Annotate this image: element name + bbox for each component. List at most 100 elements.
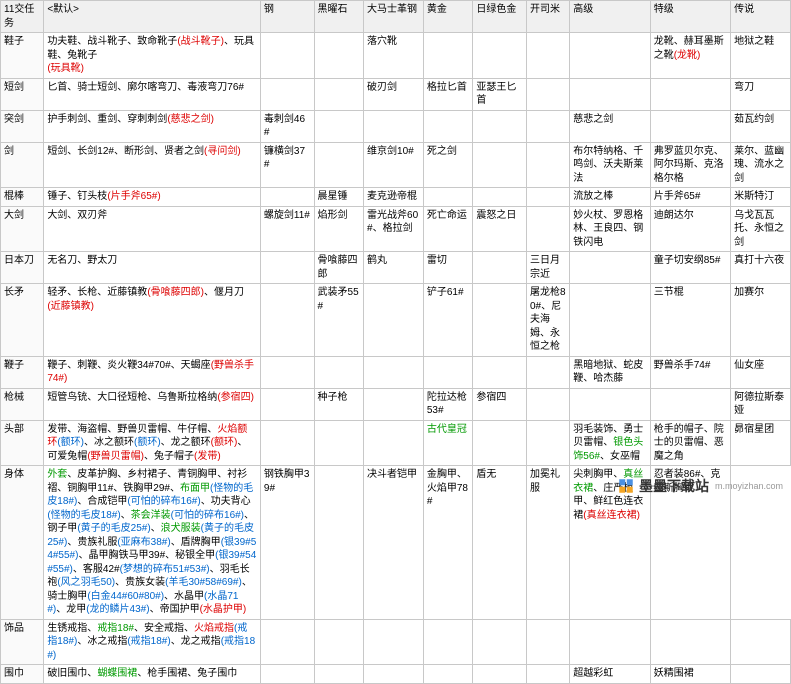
- data-cell: 慈悲之剑: [570, 110, 650, 142]
- data-cell: [314, 665, 364, 684]
- row-label: 剑: [1, 142, 44, 188]
- row-label: 饰品: [1, 619, 44, 665]
- data-cell: [526, 33, 569, 79]
- data-cell: 弗罗蓝贝尔克、阿尔玛斯、克洛格尔格: [650, 142, 730, 188]
- task-header: 11交任务: [1, 1, 44, 33]
- table-row: 头部发带、海盗帽、野兽贝雷帽、牛仔帽、火焰额环(额环)、冰之额环(额环)、龙之额…: [1, 420, 791, 466]
- row-label: 鞋子: [1, 33, 44, 79]
- col-gold: 黄金: [423, 1, 473, 33]
- data-cell: 雷切: [423, 252, 473, 284]
- data-cell: 加赛尔: [731, 284, 791, 357]
- row-label: 长矛: [1, 284, 44, 357]
- data-cell: [473, 33, 527, 79]
- data-cell: [260, 33, 314, 79]
- data-cell: [364, 284, 424, 357]
- table-row: 枪械短管鸟铳、大口径短枪、乌鲁斯拉格纳(参宿四)种子枪陀拉达枪53#参宿四阿德拉…: [1, 388, 791, 420]
- table-row: 突剑护手刺剑、重剑、穿刺刺剑(慈悲之剑)毒刺剑46#慈悲之剑茹瓦约剑: [1, 110, 791, 142]
- data-cell: 流放之棒: [570, 188, 650, 207]
- data-cell: [570, 284, 650, 357]
- data-cell: [731, 619, 791, 665]
- data-cell: [473, 252, 527, 284]
- table-row: 鞋子功夫鞋、战斗靴子、致命靴子(战斗靴子)、玩具鞋、兔靴子(玩具靴)落穴靴龙靴、…: [1, 33, 791, 79]
- equipment-table: 11交任务 <默认> 钢 黑曜石 大马士革钢 黄金 日绿色金 开司米 高级 特级…: [0, 0, 791, 684]
- data-cell: 屠龙枪80#、尼夫海姆、永恒之枪: [526, 284, 569, 357]
- row-label: 围巾: [1, 665, 44, 684]
- data-cell: 焰形剑: [314, 206, 364, 252]
- row-label: 日本刀: [1, 252, 44, 284]
- data-cell: 死之剑: [423, 142, 473, 188]
- data-cell: [260, 420, 314, 466]
- row-label: 头部: [1, 420, 44, 466]
- data-cell: [364, 420, 424, 466]
- default-cell: 短剑、长剑12#、断形剑、贤者之剑(寻问剑): [44, 142, 261, 188]
- data-cell: 种子枪: [314, 388, 364, 420]
- data-cell: 阿德拉斯泰娅: [731, 388, 791, 420]
- data-cell: [526, 619, 569, 665]
- default-cell: 鞭子、刺鞭、炎火鞭34#70#、天蝎座(野兽杀手74#): [44, 356, 261, 388]
- col-damascus: 大马士革钢: [364, 1, 424, 33]
- data-cell: [526, 356, 569, 388]
- data-cell: 格拉匕首: [423, 78, 473, 110]
- data-cell: 童子切安纲85#: [650, 252, 730, 284]
- default-cell: 破旧围巾、蝴蝶围裙、枪手围裙、兔子围巾: [44, 665, 261, 684]
- data-cell: [731, 665, 791, 684]
- data-cell: [314, 356, 364, 388]
- data-cell: 铲子61#: [423, 284, 473, 357]
- table-row: 棍棒锤子、钉头枝(片手斧65#)晨星锤麦克逊帝棍流放之棒片手斧65#米斯特汀: [1, 188, 791, 207]
- data-cell: [473, 188, 527, 207]
- data-cell: [570, 252, 650, 284]
- data-cell: 昴宿星团: [731, 420, 791, 466]
- data-cell: 陀拉达枪53#: [423, 388, 473, 420]
- data-cell: 维京剑10#: [364, 142, 424, 188]
- row-label: 短剑: [1, 78, 44, 110]
- table-row: 日本刀无名刀、野太刀骨喰藤四郎鹤丸雷切三日月宗近童子切安纲85#真打十六夜: [1, 252, 791, 284]
- default-cell: 护手刺剑、重剑、穿刺刺剑(慈悲之剑): [44, 110, 261, 142]
- default-cell: 匕首、骑士短剑、廓尔喀弯刀、毒液弯刀76#: [44, 78, 261, 110]
- data-cell: [314, 78, 364, 110]
- data-cell: 鹤丸: [364, 252, 424, 284]
- data-cell: [526, 142, 569, 188]
- table-row: 剑短剑、长剑12#、断形剑、贤者之剑(寻问剑)镰横剑37# 维京剑10#死之剑 布尔…: [1, 142, 791, 188]
- table-row: 大剑大剑、双刃斧螺旋剑11#焰形剑雷光战斧60#、格拉剑死亡命运震怒之日妙火杖、…: [1, 206, 791, 252]
- default-cell: 功夫鞋、战斗靴子、致命靴子(战斗靴子)、玩具鞋、兔靴子(玩具靴): [44, 33, 261, 79]
- data-cell: [473, 110, 527, 142]
- default-cell: 无名刀、野太刀: [44, 252, 261, 284]
- row-label: 枪械: [1, 388, 44, 420]
- data-cell: 布尔特纳格、千鸣剑、沃夫斯莱法: [570, 142, 650, 188]
- data-cell: [526, 206, 569, 252]
- col-special: 特级: [650, 1, 730, 33]
- data-cell: [314, 466, 364, 620]
- data-cell: [570, 78, 650, 110]
- row-label: 鞭子: [1, 356, 44, 388]
- header-row: 11交任务 <默认> 钢 黑曜石 大马士革钢 黄金 日绿色金 开司米 高级 特级…: [1, 1, 791, 33]
- data-cell: [260, 388, 314, 420]
- logo-icon: [617, 477, 635, 495]
- data-cell: [260, 78, 314, 110]
- row-label: 棍棒: [1, 188, 44, 207]
- data-cell: [423, 665, 473, 684]
- data-cell: 羽毛装饰、勇士贝雷帽、银色头饰56#、女巫帽: [570, 420, 650, 466]
- data-cell: [260, 284, 314, 357]
- default-cell: 锤子、钉头枝(片手斧65#): [44, 188, 261, 207]
- data-cell: [260, 356, 314, 388]
- data-cell: [423, 619, 473, 665]
- col-obsidian: 黑曜石: [314, 1, 364, 33]
- data-cell: 亚瑟王匕首: [473, 78, 527, 110]
- data-cell: [314, 33, 364, 79]
- data-cell: [423, 188, 473, 207]
- data-cell: 片手斧65#: [650, 188, 730, 207]
- data-cell: 骨喰藤四郎: [314, 252, 364, 284]
- table-row: 短剑匕首、骑士短剑、廓尔喀弯刀、毒液弯刀76#破刃剑格拉匕首亚瑟王匕首弯刀: [1, 78, 791, 110]
- data-cell: 镰横剑37#: [260, 142, 314, 188]
- data-cell: [473, 619, 527, 665]
- data-cell: [260, 619, 314, 665]
- data-cell: 毒刺剑46#: [260, 110, 314, 142]
- data-cell: 三节棍: [650, 284, 730, 357]
- col-greengold: 日绿色金: [473, 1, 527, 33]
- data-cell: 黑暗地狱、蛇皮鞭、哈杰藤: [570, 356, 650, 388]
- col-steel: 钢: [260, 1, 314, 33]
- row-label: 大剑: [1, 206, 44, 252]
- table-row: 饰品生锈戒指、戒指18#、安全戒指、火焰戒指(戒指18#)、冰之戒指(戒指18#…: [1, 619, 791, 665]
- data-cell: 决斗者铠甲: [364, 466, 424, 620]
- data-cell: 枪手的帽子、院士的贝雷帽、恶魔之角: [650, 420, 730, 466]
